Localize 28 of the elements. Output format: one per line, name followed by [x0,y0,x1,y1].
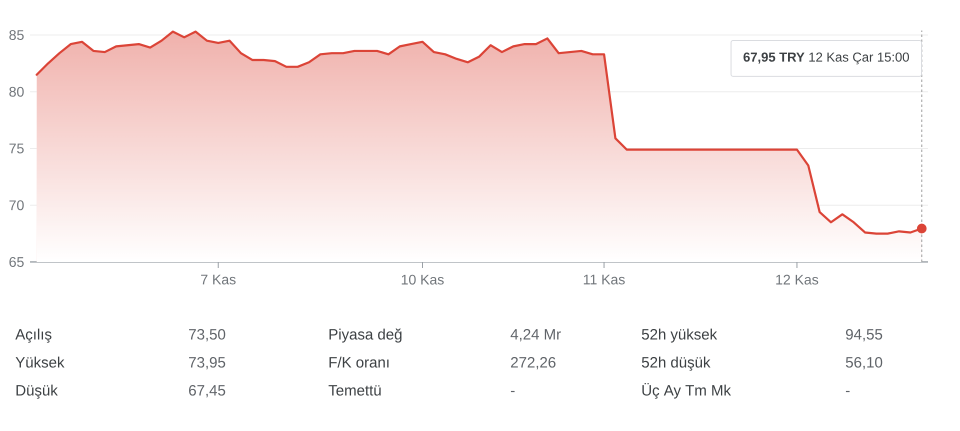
text: Üç Ay Tm Mk [642,382,732,399]
y-tick-label: 75 [9,144,24,154]
text: Düşük [16,384,58,399]
x-tick-label: 12 Kas [776,274,818,285]
annotation: 67,95 TRY 12 Kas Çar 15:00 [744,52,909,64]
text: Piyasa değ [330,328,402,343]
text: 73,50 [189,329,226,342]
text: 73,95 [189,357,226,370]
text: Temettü [328,385,381,396]
text: Açılış [15,328,52,343]
y-tick-label: 85 [9,30,24,40]
text: 52h düşük [642,356,710,371]
text: 94,55 [846,329,882,342]
y-tick-label: 70 [9,200,24,210]
x-tick-label: 11 Kas [584,274,625,284]
text: 4,24 Mr [510,329,561,342]
y-tick-label: 80 [9,86,24,97]
text: - [510,390,515,392]
text: 272,26 [511,357,556,370]
y-tick-label: 65 [9,257,24,267]
text: 56,10 [846,357,882,370]
text: Yüksek [16,356,64,368]
text: - [846,390,850,392]
x-tick-label: 10 Kas [402,274,444,285]
text: 52h yüksek [642,328,718,343]
text: 67,45 [189,385,226,398]
x-tick-label: 7 Kas [201,274,236,284]
text: F/K oranı [330,356,389,368]
